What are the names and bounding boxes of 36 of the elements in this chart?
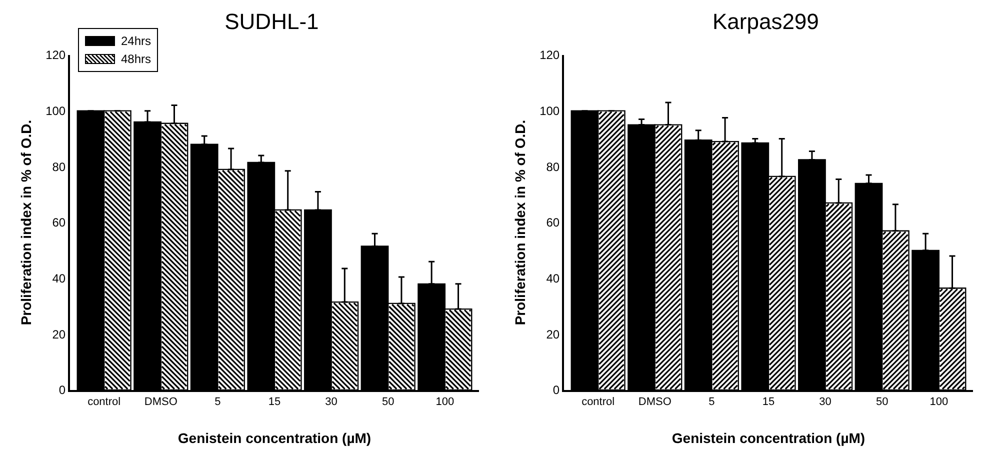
- y-axis-title: Proliferation index in % of O.D.: [18, 120, 34, 326]
- x-tick-label: 30: [325, 396, 338, 408]
- y-tick-label: 60: [546, 216, 560, 230]
- x-axis-title: Genistein concentration (µM): [178, 430, 372, 446]
- y-tick-label: 80: [52, 160, 66, 174]
- y-tick-label: 120: [540, 48, 560, 62]
- x-tick-label: 100: [436, 396, 454, 408]
- y-tick-label: 0: [552, 383, 560, 398]
- x-tick-label: 15: [268, 396, 281, 408]
- y-tick-label: 60: [52, 216, 66, 230]
- x-tick-label: control: [88, 396, 121, 408]
- y-tick-label: 0: [58, 383, 66, 398]
- x-axis-title: Genistein concentration (µM): [672, 430, 866, 446]
- x-tick-label: 100: [930, 396, 948, 408]
- chart-title: Karpas299: [712, 8, 819, 34]
- legend-label: 48hrs: [121, 52, 152, 66]
- y-tick-label: 120: [46, 48, 66, 62]
- y-tick-label: 100: [46, 104, 66, 118]
- x-tick-label: DMSO: [638, 396, 672, 408]
- y-tick-label: 80: [546, 160, 560, 174]
- legend-label: 24hrs: [121, 34, 152, 48]
- y-tick-label: 40: [546, 272, 560, 286]
- x-tick-label: 50: [382, 396, 394, 408]
- chart-title: SUDHL-1: [224, 8, 319, 34]
- y-tick-label: 40: [52, 272, 66, 286]
- x-tick-label: DMSO: [144, 396, 178, 408]
- y-axis-title: Proliferation index in % of O.D.: [512, 120, 528, 326]
- x-tick-label: 5: [214, 396, 221, 408]
- y-tick-label: 20: [546, 327, 560, 342]
- y-tick-label: 20: [52, 327, 66, 342]
- y-tick-label: 100: [540, 104, 560, 118]
- x-tick-label: control: [582, 396, 615, 408]
- x-tick-label: 15: [762, 396, 775, 408]
- x-tick-label: 50: [876, 396, 888, 408]
- x-tick-label: 5: [708, 396, 715, 408]
- x-tick-label: 30: [819, 396, 832, 408]
